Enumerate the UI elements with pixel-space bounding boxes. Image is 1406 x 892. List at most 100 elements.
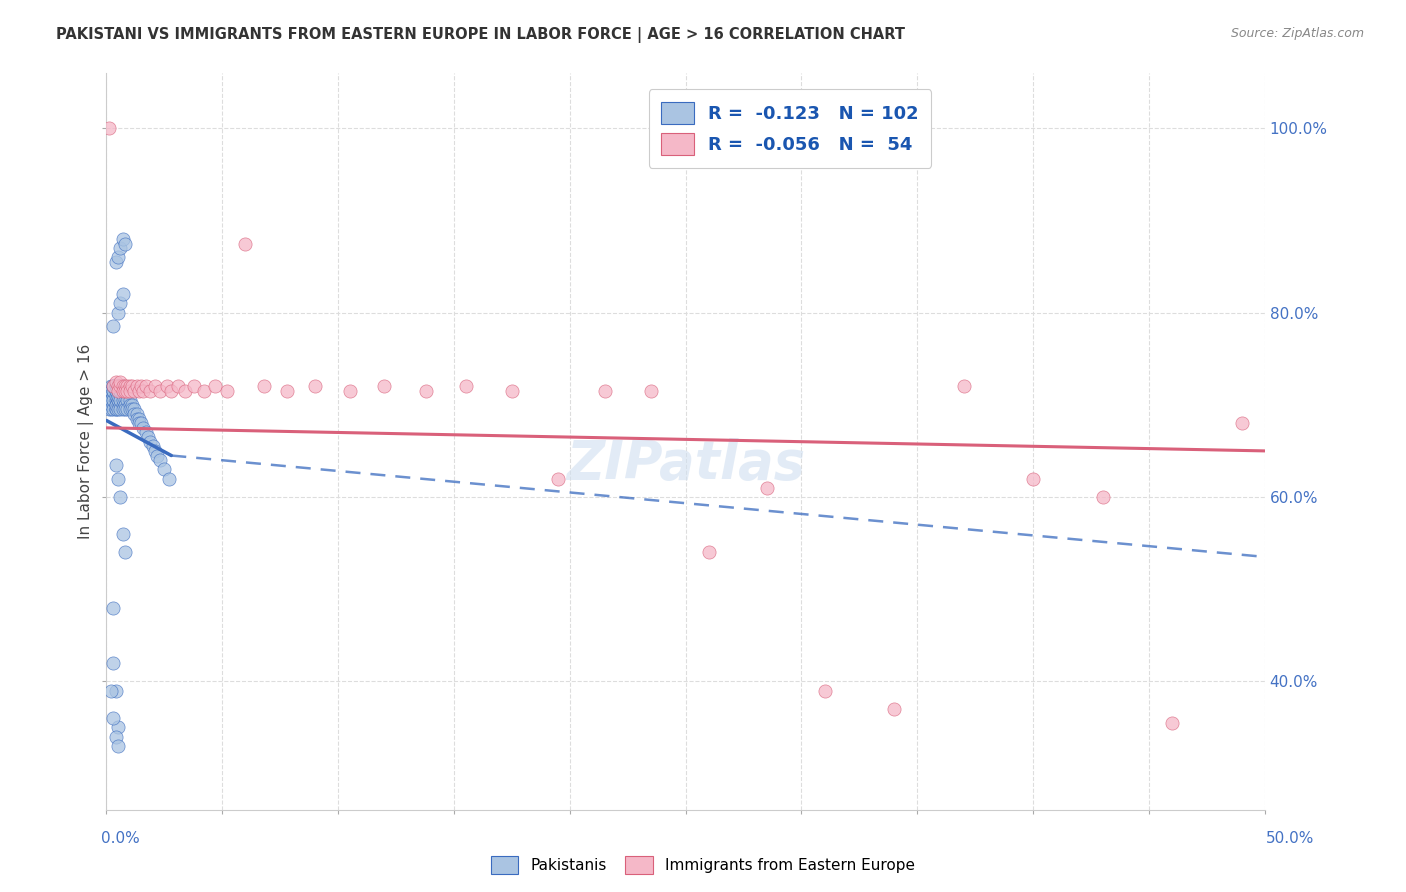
Point bbox=[125, 411, 148, 425]
Point bbox=[104, 393, 127, 408]
Point bbox=[135, 379, 157, 393]
Point bbox=[104, 730, 127, 744]
Point bbox=[103, 711, 125, 725]
Point bbox=[135, 425, 157, 440]
Point bbox=[104, 402, 127, 417]
Point bbox=[157, 471, 180, 485]
Point bbox=[235, 236, 257, 251]
Point bbox=[128, 411, 150, 425]
Point bbox=[110, 384, 132, 398]
Point bbox=[103, 379, 125, 393]
Point bbox=[103, 379, 125, 393]
Point bbox=[110, 241, 132, 255]
Point bbox=[114, 545, 136, 559]
Point bbox=[1161, 715, 1184, 730]
Point bbox=[114, 384, 136, 398]
Point bbox=[952, 379, 974, 393]
Point bbox=[373, 379, 395, 393]
Point bbox=[104, 388, 127, 402]
Point bbox=[183, 379, 205, 393]
Point bbox=[107, 471, 129, 485]
Point bbox=[97, 398, 120, 412]
Point bbox=[111, 527, 134, 541]
Point bbox=[103, 402, 125, 417]
Point bbox=[193, 384, 215, 398]
Point bbox=[146, 449, 169, 463]
Point bbox=[114, 398, 136, 412]
Point bbox=[107, 384, 129, 398]
Point bbox=[114, 384, 136, 398]
Text: 50.0%: 50.0% bbox=[1267, 831, 1315, 847]
Point bbox=[593, 384, 616, 398]
Point bbox=[149, 453, 172, 467]
Point bbox=[117, 379, 139, 393]
Point bbox=[107, 393, 129, 408]
Point bbox=[114, 393, 136, 408]
Point bbox=[104, 398, 127, 412]
Point bbox=[174, 384, 197, 398]
Point bbox=[121, 402, 143, 417]
Point bbox=[103, 384, 125, 398]
Y-axis label: In Labor Force | Age > 16: In Labor Force | Age > 16 bbox=[79, 344, 94, 540]
Point bbox=[111, 384, 134, 398]
Point bbox=[114, 379, 136, 393]
Point bbox=[100, 379, 122, 393]
Point bbox=[114, 236, 136, 251]
Point bbox=[339, 384, 361, 398]
Point bbox=[104, 379, 127, 393]
Point bbox=[118, 393, 141, 408]
Point bbox=[110, 398, 132, 412]
Point bbox=[100, 393, 122, 408]
Point bbox=[118, 398, 141, 412]
Point bbox=[104, 375, 127, 389]
Point bbox=[110, 379, 132, 393]
Point bbox=[110, 379, 132, 393]
Point bbox=[104, 683, 127, 698]
Point bbox=[107, 739, 129, 753]
Point bbox=[107, 379, 129, 393]
Point bbox=[103, 388, 125, 402]
Point bbox=[118, 402, 141, 417]
Point bbox=[110, 393, 132, 408]
Point bbox=[110, 388, 132, 402]
Point bbox=[103, 319, 125, 334]
Point bbox=[97, 393, 120, 408]
Point bbox=[100, 388, 122, 402]
Point bbox=[501, 384, 523, 398]
Point bbox=[118, 379, 141, 393]
Point bbox=[132, 421, 155, 435]
Point bbox=[111, 388, 134, 402]
Point bbox=[110, 375, 132, 389]
Point bbox=[111, 379, 134, 393]
Point bbox=[153, 462, 176, 476]
Point bbox=[100, 402, 122, 417]
Legend: Pakistanis, Immigrants from Eastern Europe: Pakistanis, Immigrants from Eastern Euro… bbox=[485, 850, 921, 880]
Point bbox=[103, 379, 125, 393]
Point bbox=[143, 443, 166, 458]
Point bbox=[103, 384, 125, 398]
Point bbox=[110, 490, 132, 504]
Point bbox=[103, 393, 125, 408]
Point bbox=[111, 393, 134, 408]
Point bbox=[114, 402, 136, 417]
Point bbox=[100, 683, 122, 698]
Point bbox=[1230, 416, 1253, 430]
Point bbox=[122, 407, 145, 421]
Point bbox=[111, 402, 134, 417]
Point bbox=[100, 384, 122, 398]
Point bbox=[111, 398, 134, 412]
Point bbox=[111, 379, 134, 393]
Point bbox=[129, 416, 152, 430]
Point bbox=[107, 393, 129, 408]
Text: Source: ZipAtlas.com: Source: ZipAtlas.com bbox=[1230, 27, 1364, 40]
Point bbox=[156, 379, 179, 393]
Point bbox=[136, 430, 159, 444]
Point bbox=[143, 379, 166, 393]
Point bbox=[132, 384, 155, 398]
Point bbox=[128, 416, 150, 430]
Point bbox=[107, 721, 129, 735]
Point bbox=[110, 296, 132, 310]
Point bbox=[110, 379, 132, 393]
Point bbox=[755, 481, 778, 495]
Point bbox=[104, 398, 127, 412]
